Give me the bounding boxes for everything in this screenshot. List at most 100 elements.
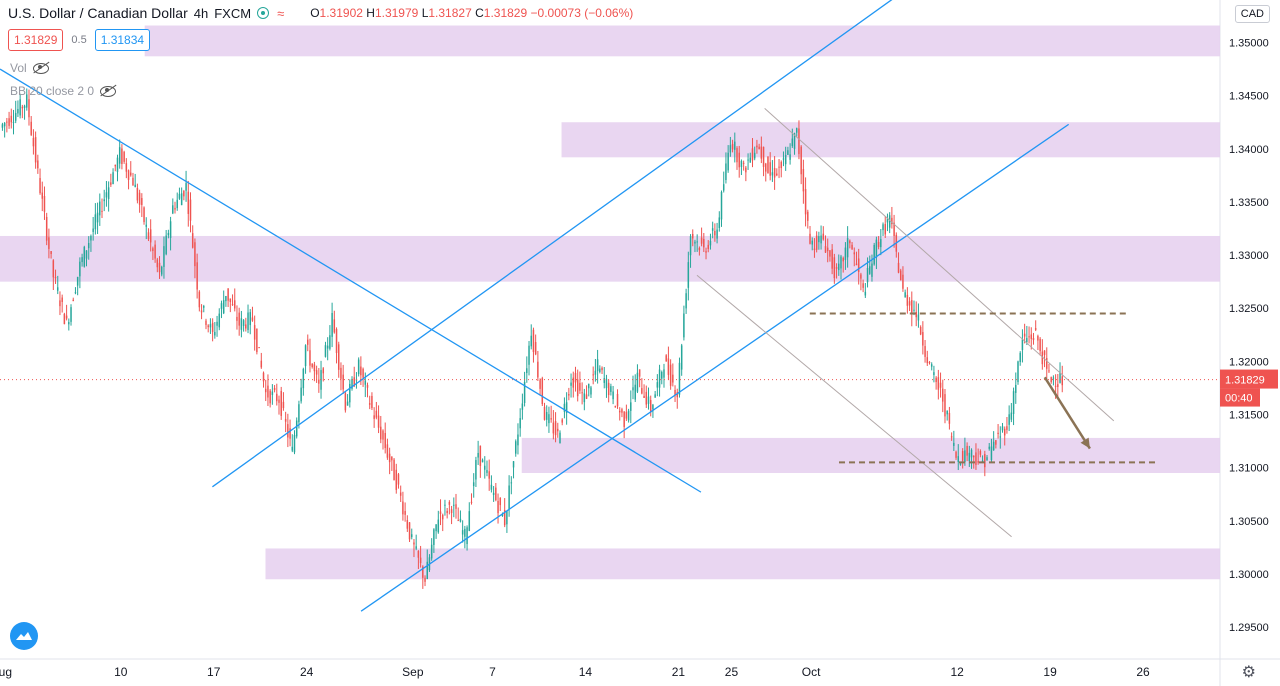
date-tick-label: 26	[1136, 665, 1150, 679]
candle-down	[738, 153, 740, 168]
candle-down	[862, 283, 864, 287]
sell-price-button[interactable]: 1.31829	[8, 29, 63, 51]
candle-up	[79, 262, 81, 277]
candle-down	[480, 446, 482, 466]
tradingview-logo-icon[interactable]	[10, 622, 38, 650]
candle-up	[603, 378, 605, 383]
currency-button[interactable]: CAD	[1235, 5, 1270, 23]
candle-up	[106, 192, 108, 197]
candle-down	[378, 416, 380, 428]
candle-down	[46, 217, 48, 241]
indicator-bollinger[interactable]: BB 20 close 2 0	[10, 84, 116, 98]
candle-up	[482, 460, 484, 462]
candle-down	[758, 147, 760, 150]
candle-up	[559, 433, 561, 443]
candle-up	[688, 262, 690, 288]
candle-down	[767, 157, 769, 173]
buy-price-button[interactable]: 1.31834	[95, 29, 150, 51]
candle-up	[97, 213, 99, 223]
candle-up	[796, 128, 798, 133]
candle-down	[192, 233, 194, 248]
candle-down	[278, 400, 280, 403]
candle-up	[681, 345, 683, 369]
candle-down	[188, 192, 190, 214]
candle-up	[964, 450, 966, 462]
candle-up	[522, 403, 524, 409]
date-tick-label: Oct	[802, 665, 821, 679]
candle-up	[305, 345, 307, 366]
candle-up	[112, 172, 114, 184]
candle-down	[626, 412, 628, 419]
candle-down	[1033, 338, 1035, 340]
candle-up	[723, 184, 725, 190]
gear-icon[interactable]: ⚙	[1242, 662, 1256, 682]
candle-down	[236, 317, 238, 321]
candle-down	[389, 454, 391, 462]
candle-up	[95, 214, 97, 229]
candle-down	[763, 147, 765, 167]
candle-down	[148, 232, 150, 239]
candle-down	[977, 461, 979, 463]
candle-up	[873, 245, 875, 264]
indicator-volume[interactable]: Vol	[10, 61, 49, 75]
candle-up	[81, 257, 83, 262]
candle-down	[1024, 334, 1026, 337]
candle-down	[345, 393, 347, 410]
candle-down	[966, 446, 968, 456]
candle-up	[506, 511, 508, 525]
interval-label[interactable]: 4h	[194, 6, 208, 21]
candle-down	[393, 460, 395, 481]
candle-down	[139, 193, 141, 205]
candle-down	[575, 373, 577, 383]
candle-down	[362, 369, 364, 378]
candle-down	[227, 288, 229, 300]
candle-up	[991, 447, 993, 461]
candle-down	[199, 292, 201, 308]
candle-down	[568, 394, 570, 396]
candle-down	[314, 364, 316, 371]
candle-up	[913, 310, 915, 311]
date-tick-label: 12	[950, 665, 964, 679]
candle-up	[453, 505, 455, 506]
candle-down	[927, 357, 929, 363]
candle-up	[92, 229, 94, 232]
candle-up	[17, 109, 19, 113]
candle-up	[444, 505, 446, 506]
candle-down	[22, 107, 24, 108]
candle-up	[513, 461, 515, 467]
candle-down	[641, 388, 643, 393]
change-value: −0.00073 (−0.06%)	[531, 6, 634, 20]
candle-down	[561, 420, 563, 423]
compare-wave-icon[interactable]: ≈	[277, 6, 284, 21]
candle-down	[39, 178, 41, 193]
candle-down	[207, 325, 209, 327]
candle-down	[137, 188, 139, 200]
eye-hidden-icon[interactable]	[100, 86, 116, 97]
candle-up	[958, 456, 960, 462]
eye-hidden-icon[interactable]	[33, 63, 49, 74]
symbol-title[interactable]: U.S. Dollar / Canadian Dollar	[8, 5, 188, 21]
candle-up	[108, 187, 110, 199]
candle-up	[610, 386, 612, 392]
candle-up	[747, 160, 749, 161]
candle-down	[28, 99, 30, 117]
candle-up	[628, 411, 630, 421]
candle-up	[1015, 385, 1017, 393]
candle-up	[466, 527, 468, 544]
candle-up	[889, 215, 891, 227]
candle-down	[287, 424, 289, 437]
candle-down	[316, 370, 318, 374]
candle-down	[1048, 370, 1050, 371]
candle-down	[340, 368, 342, 379]
candle-down	[778, 167, 780, 168]
close-value: 1.31829	[484, 6, 527, 20]
candle-up	[161, 267, 163, 275]
candle-down	[769, 162, 771, 175]
candle-up	[292, 447, 294, 451]
candle-up	[172, 205, 174, 213]
candle-down	[670, 365, 672, 386]
candle-up	[325, 345, 327, 357]
candle-down	[842, 258, 844, 261]
